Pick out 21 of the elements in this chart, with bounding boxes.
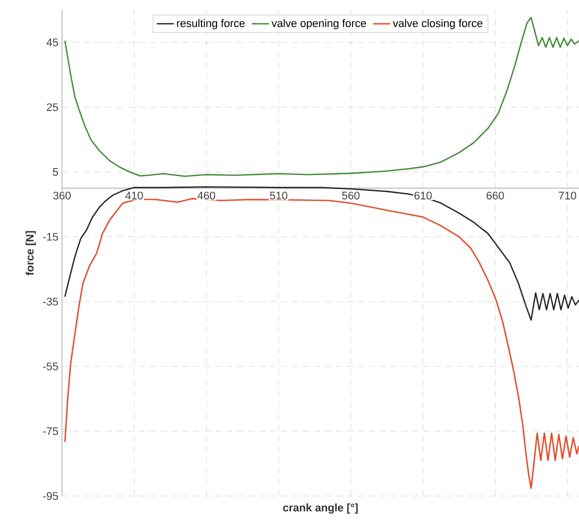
y-tick-label: -95 [43,492,58,500]
x-tick-label: 510 [270,192,288,200]
x-tick-label: 660 [486,192,504,200]
legend-label: valve closing force [392,19,482,30]
x-tick-label: 710 [558,192,576,200]
y-tick-label: -55 [43,362,58,370]
y-tick-label: 5 [52,168,58,176]
y-tick-label: -75 [43,427,58,436]
y-axis-title: force [N] [26,231,36,276]
legend-label: resulting force [177,19,245,30]
y-tick-label: 25 [46,103,58,112]
x-axis-title: crank angle [°] [283,503,358,514]
x-tick-label: 460 [198,192,216,200]
x-tick-label: 410 [125,192,143,200]
legend-label: valve opening force [272,19,366,30]
x-tick-label: 360 [53,192,71,200]
y-tick-label: -15 [43,232,58,241]
y-tick-label: 45 [46,38,58,46]
line-series [64,16,579,177]
y-tick-label: -35 [43,298,58,306]
x-tick-label: 560 [342,192,360,200]
